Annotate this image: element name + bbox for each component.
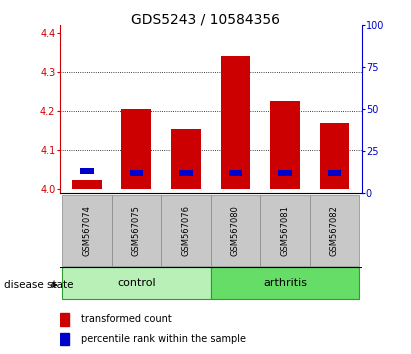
Bar (211, 195, 260, 266)
Text: GSM567080: GSM567080 (231, 205, 240, 256)
Text: GDS5243 / 10584356: GDS5243 / 10584356 (131, 12, 280, 27)
Bar (62, 195, 112, 266)
Text: GSM567075: GSM567075 (132, 205, 141, 256)
Bar (270, 101, 300, 189)
Bar (161, 195, 211, 266)
Bar (328, 170, 341, 176)
Bar (112, 195, 161, 266)
Bar (60, 333, 69, 346)
Text: control: control (117, 278, 156, 288)
Text: arthritis: arthritis (263, 278, 307, 288)
Text: GSM567081: GSM567081 (280, 205, 289, 256)
Bar (221, 56, 250, 189)
Bar (320, 122, 349, 189)
Bar (129, 170, 143, 176)
Bar (60, 313, 69, 326)
Bar (122, 109, 151, 189)
Text: GSM567076: GSM567076 (181, 205, 190, 256)
Bar (260, 195, 309, 266)
Text: transformed count: transformed count (81, 314, 172, 325)
Bar (171, 129, 201, 189)
Bar (211, 267, 359, 299)
Bar (80, 168, 94, 174)
Bar (72, 181, 102, 189)
Text: percentile rank within the sample: percentile rank within the sample (81, 334, 246, 344)
Bar (229, 170, 242, 176)
Bar (278, 170, 292, 176)
Bar (309, 195, 359, 266)
Text: GSM567074: GSM567074 (82, 205, 91, 256)
Bar (179, 170, 193, 176)
Text: GSM567082: GSM567082 (330, 205, 339, 256)
Text: disease state: disease state (4, 280, 74, 290)
Bar (62, 267, 211, 299)
